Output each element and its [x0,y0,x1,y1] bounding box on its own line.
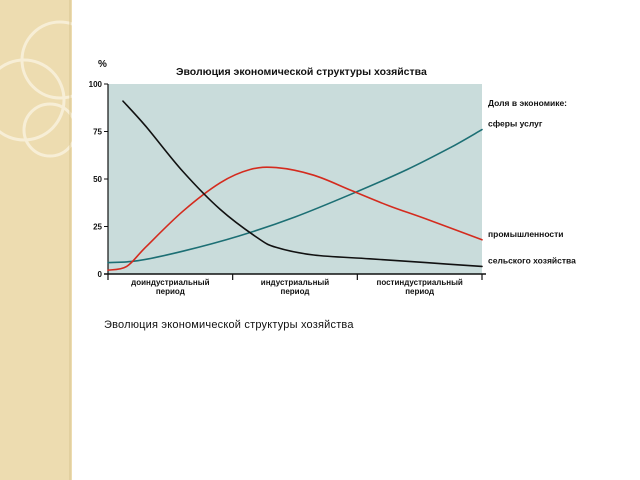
period-label-0: доиндустриальный период [131,278,209,296]
series-line-0 [107,128,483,264]
period-label-2: постиндустриальный период [376,278,462,296]
y-tick-label-2: 50 [93,175,102,184]
ring-decoration [0,0,72,480]
legend: сферы услуг промышленности сельского хозяй… [488,119,576,266]
slide-decoration-strip [0,0,72,480]
figure-caption: Эволюция экономической структуры хозяйст… [104,319,354,331]
y-axis-label: % [98,59,107,70]
y-ticks: 0 25 50 75 100 [89,80,108,279]
y-tick-label-3: 75 [93,128,102,137]
y-tick-label-1: 25 [93,223,102,232]
legend-entry-0: сферы услуг [488,119,543,129]
period-label-1: индустриальный период [261,278,329,296]
plot-background [108,84,482,274]
series-line-1 [107,166,483,271]
legend-entry-2: сельского хозяйства [488,255,576,265]
legend-title: Доля в экономике: [488,98,567,108]
series-line-2 [122,100,483,268]
ring-large [0,58,66,142]
y-tick-label-0: 0 [98,270,103,279]
ring-small [22,102,72,158]
y-tick-label-4: 100 [89,80,103,89]
series-lines [107,100,483,271]
legend-entry-1: промышленности [488,229,564,239]
ring-upper [20,20,72,100]
period-dividers [107,274,483,280]
period-labels: доиндустриальный период индустриальный пери… [131,278,463,296]
chart-title: Эволюция экономической структуры хозяйст… [176,66,427,78]
